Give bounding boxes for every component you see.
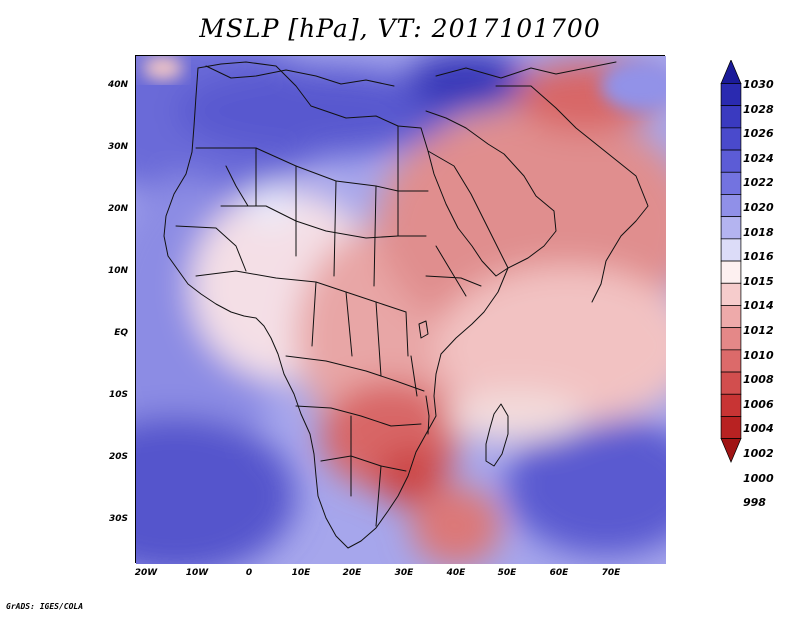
lon-tick-label: 40E [436,568,476,578]
pressure-map [135,55,665,563]
lon-tick-label: 50E [487,568,527,578]
credit-footer: GrADS: IGES/COLA [6,602,83,611]
colorbar-swatch [721,416,741,438]
colorbar-level-label: 1018 [743,226,774,239]
colorbar-level-label: 1016 [743,250,774,263]
lon-tick-label: 0 [229,568,269,578]
colorbar-swatch [721,194,741,216]
colorbar-level-label: 1012 [743,324,774,337]
colorbar-level-label: 1002 [743,447,774,460]
lon-tick-label: 30E [384,568,424,578]
lat-tick-label: EQ [98,328,128,338]
colorbar-level-label: 1028 [743,103,774,116]
lon-tick-label: 20E [332,568,372,578]
lon-tick-label: 10E [281,568,321,578]
colorbar-level-label: 1020 [743,201,774,214]
colorbar-swatch [721,350,741,372]
colorbar-swatch [721,172,741,194]
colorbar-level-label: 1006 [743,398,774,411]
colorbar-swatch [721,261,741,283]
colorbar-level-label: 1030 [743,78,774,91]
colorbar-level-label: 1004 [743,422,774,435]
colorbar-swatch [721,394,741,416]
colorbar-swatch [721,328,741,350]
colorbar-swatch [721,305,741,327]
colorbar-swatch [721,106,741,128]
colorbar-level-label: 1010 [743,349,774,362]
lon-tick-label: 70E [591,568,631,578]
lat-tick-label: 20N [98,204,128,214]
colorbar-level-label: 1022 [743,176,774,189]
colorbar-swatch [721,283,741,305]
colorbar-level-label: 1000 [743,472,774,485]
colorbar-level-label: 1015 [743,275,774,288]
colorbar-bottom-arrow [721,439,741,462]
lat-tick-label: 10N [98,266,128,276]
lat-tick-label: 20S [98,452,128,462]
lat-tick-label: 10S [98,390,128,400]
colorbar [720,60,742,508]
colorbar-swatch [721,372,741,394]
lat-tick-label: 30N [98,142,128,152]
colorbar-level-label: 1008 [743,373,774,386]
lon-tick-label: 10W [177,568,217,578]
colorbar-level-label: 1014 [743,299,774,312]
colorbar-level-label: 1026 [743,127,774,140]
colorbar-level-label: 998 [743,496,766,509]
lon-tick-label: 60E [539,568,579,578]
lat-tick-label: 40N [98,80,128,90]
colorbar-swatch [721,239,741,261]
colorbar-swatch [721,217,741,239]
colorbar-swatch [721,150,741,172]
colorbar-swatch [721,128,741,150]
colorbar-top-arrow [721,60,741,83]
lat-tick-label: 30S [98,514,128,524]
chart-title: MSLP [hPa], VT: 2017101700 [0,14,800,43]
lon-tick-label: 20W [126,568,166,578]
colorbar-swatch [721,83,741,105]
pressure-field [136,56,666,564]
colorbar-level-label: 1024 [743,152,774,165]
